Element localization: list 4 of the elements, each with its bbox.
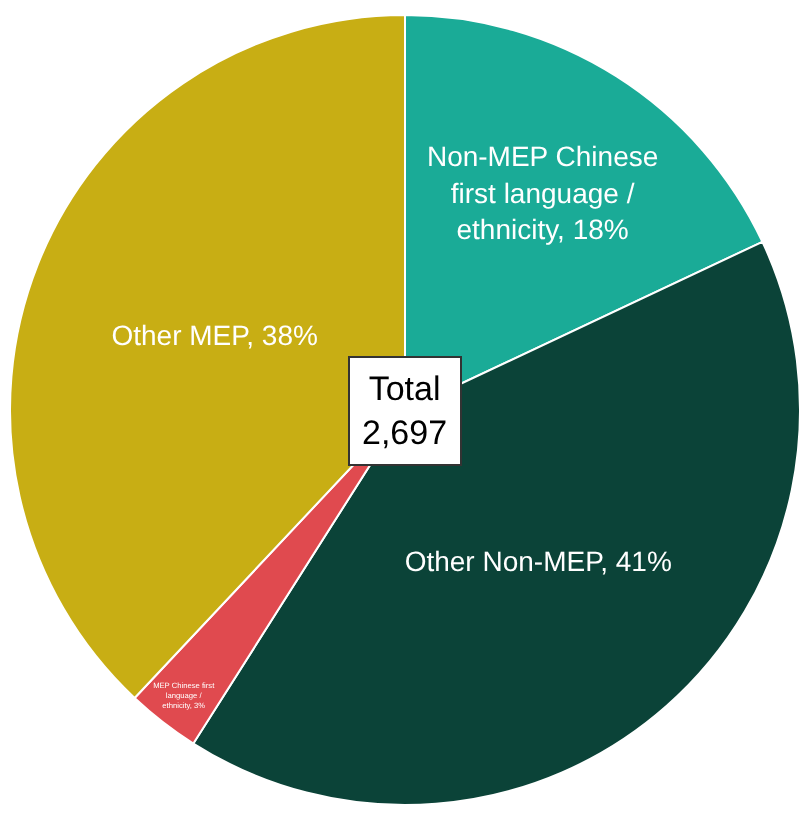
slice-label: Non-MEP Chinese first language / ethnicity, 18% xyxy=(426,140,659,246)
text: Total 2,697 xyxy=(362,370,448,453)
slice-label: Other Non-MEP, 41% xyxy=(404,545,672,578)
slice-label: Other MEP, 38% xyxy=(111,318,318,351)
